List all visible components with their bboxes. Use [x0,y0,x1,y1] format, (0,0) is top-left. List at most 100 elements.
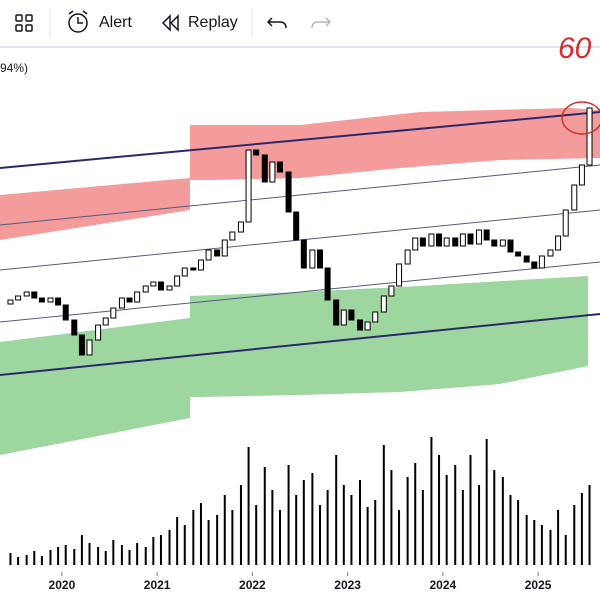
candle-body [562,209,569,237]
volume-bar [485,439,488,565]
candle-body [372,311,379,323]
candle-body [412,237,419,251]
volume-bar [231,510,234,565]
volume-bar [509,495,512,565]
volume-bar [271,490,274,565]
volume-bar [263,467,266,565]
volume-bar [335,455,338,565]
volume-bar [183,525,186,565]
plot: 2020 2021 2022 2023 2024 2025 [7,107,593,592]
candle-body [333,299,340,326]
volume-bar [478,485,481,565]
volume-bar [152,537,155,565]
candle-body [531,261,538,269]
candle-body [150,281,157,287]
volume-bar [49,550,52,565]
volume-bar [366,507,369,565]
volume-bar [176,517,179,565]
candle-body [197,259,204,271]
volume-bar [382,445,385,565]
candle-body [523,255,530,263]
candle-body [55,297,62,306]
x-tick-label: 2024 [430,578,457,592]
volume-bar [295,495,298,565]
volume-bar [9,553,12,565]
volume-bar [64,545,67,565]
volume-bar [414,463,417,565]
volume-bar [540,525,543,565]
volume-bar [97,547,100,565]
x-tick-label: 2021 [144,578,171,592]
x-tick-label: 2022 [239,578,266,592]
candle-body [7,299,14,305]
circle-annotation [561,101,600,135]
candle-body [78,334,85,356]
volume-bar [549,530,552,565]
volume-bar [469,455,472,565]
volume-bar [342,485,345,565]
candle-body [317,249,323,269]
replay-button[interactable]: Replay [161,14,238,32]
candle-body [555,235,562,251]
candle-body [86,339,93,356]
candle-body [118,297,125,309]
candle-body [62,304,69,321]
volume-bar [88,543,91,565]
candle-body [348,309,355,321]
candle-body [269,161,276,183]
alert-button[interactable]: Alert [68,10,132,33]
volume-bar [588,485,591,565]
volume-bar [17,557,20,565]
volume-bar [430,437,433,565]
candle-body [547,249,554,257]
candle-body [428,233,435,247]
volume-bar [390,470,393,565]
volume-bar [557,510,560,565]
candle-body [253,149,260,156]
channel-line [0,261,600,323]
candle-body [166,285,173,291]
candle-body [459,233,466,247]
volume-bar [136,543,139,565]
candle-body [190,267,197,271]
candle-body [23,291,30,297]
volume-bar [247,447,250,565]
volume-bar [564,535,567,565]
volume-bar [517,500,520,565]
redo-button[interactable] [311,17,332,29]
volume-bar [112,540,115,565]
channel-top [0,111,600,169]
candle-body [245,149,252,223]
volume-bar [302,480,305,565]
volume-bar [445,475,448,565]
support-cloud [0,276,588,455]
candle-body [285,171,292,213]
candle-body [157,281,164,291]
undo-button[interactable] [266,17,287,29]
volume-bar [319,505,321,565]
volume-bar [239,485,242,565]
candle-body [309,249,316,269]
candle-body [419,237,426,247]
volume-bar [454,465,457,565]
layout-icon[interactable] [15,14,33,32]
volume-bar [311,473,314,565]
x-tick-label: 2023 [334,578,361,592]
candle-body [380,295,387,313]
candle-body [404,249,411,265]
candle-body [95,324,102,341]
candle-body [499,239,506,247]
volume-bar [207,520,210,565]
volume-bar [73,549,76,565]
candle-body [110,307,117,319]
volume-bar [144,547,147,565]
volume-bar [159,535,162,565]
candle-body [71,319,78,336]
candle-body [221,239,228,257]
volume-bar [326,490,329,565]
volume-bar [287,465,290,565]
candle-body [47,297,54,303]
volume-bar [374,500,377,565]
candle-body [214,249,221,257]
